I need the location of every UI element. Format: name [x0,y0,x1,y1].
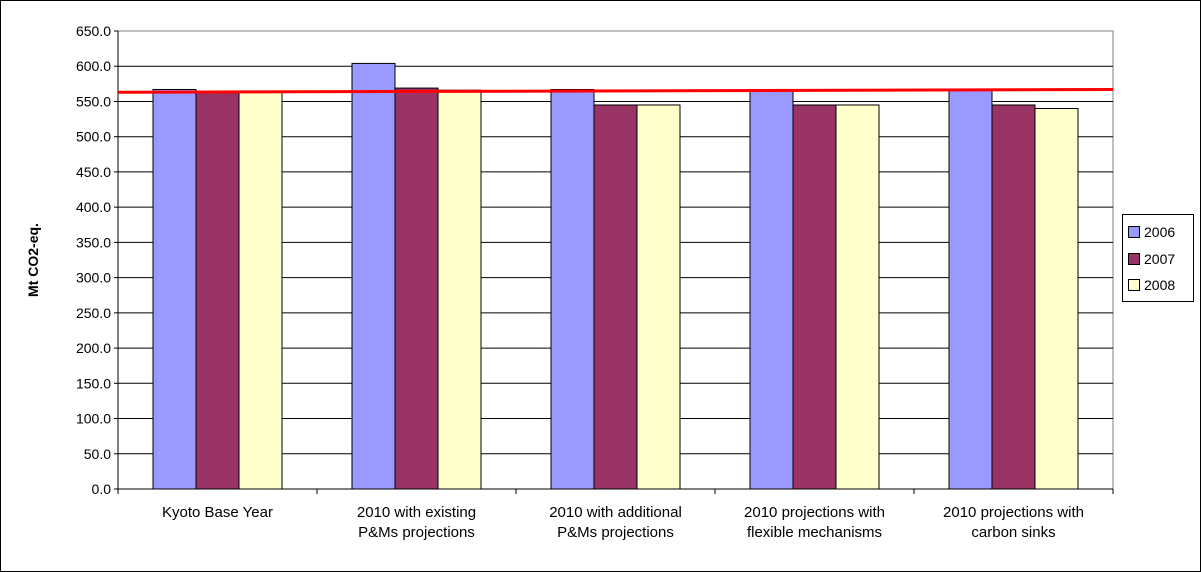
y-axis-title: Mt CO2-eq. [25,223,41,297]
y-tick-label: 500.0 [76,129,111,145]
y-tick-label: 650.0 [76,23,111,39]
bar [195,91,240,490]
y-tick-label: 300.0 [76,270,111,286]
bar [238,91,283,490]
bar [437,89,482,490]
y-tick-label: 200.0 [76,340,111,356]
x-category-label-line: flexible mechanisms [747,524,882,541]
legend: 2006 2007 2008 [1122,214,1194,302]
bar [792,104,837,490]
x-category-label-line: P&Ms projections [358,524,475,541]
reference-line [117,87,1114,94]
legend-item: 2008 [1128,272,1193,299]
legend-item: 2007 [1128,246,1193,273]
x-category-label-line: 2010 projections with [744,504,885,521]
y-tick-label: 350.0 [76,234,111,250]
x-category-label: 2010 projections with carbon sinks [943,504,1084,541]
y-tick-label: 0.0 [92,481,112,497]
y-tick-label: 550.0 [76,93,111,109]
y-tick-label: 400.0 [76,199,111,215]
legend-swatch [1128,252,1140,265]
x-category-label-line: Kyoto Base Year [162,504,273,521]
x-category-label-line: 2010 projections with [943,504,1084,521]
bar [991,104,1036,490]
x-category-label: 2010 with additional P&Ms projections [549,504,682,541]
labels: 0.0 50.0 100.0 150.0 200.0 250.0 300.0 350.0 400… [25,23,1084,541]
y-tick-label: 450.0 [76,164,111,180]
legend-swatch [1128,226,1140,239]
y-tick-label: 250.0 [76,305,111,321]
x-category-label-line: 2010 with existing [357,504,476,521]
x-category-label: 2010 projections with flexible mechanisms [744,504,885,541]
reference-line-layer [117,87,1114,94]
x-category-label: Kyoto Base Year [162,504,273,521]
bar [593,104,638,490]
bar [749,88,794,490]
bar [636,104,681,490]
bar [394,87,439,490]
y-tick-label: 150.0 [76,375,111,391]
bar [152,88,197,490]
y-tick-label: 600.0 [76,58,111,74]
legend-item: 2006 [1128,219,1193,246]
legend-label: 2006 [1144,224,1176,241]
bars [152,62,1079,490]
x-category-label-line: P&Ms projections [557,524,674,541]
legend-label: 2007 [1144,250,1176,267]
x-category-label: 2010 with existing P&Ms projections [357,504,476,541]
bar [835,104,880,490]
y-tick-label: 100.0 [76,411,111,427]
bar [1034,108,1079,490]
legend-label: 2008 [1144,277,1176,294]
x-category-label-line: 2010 with additional [549,504,682,521]
x-category-label-line: carbon sinks [971,524,1055,541]
y-tick-label: 50.0 [84,446,111,462]
bar [351,62,396,490]
legend-swatch [1128,279,1140,292]
bar [550,88,595,490]
bar [948,88,993,490]
